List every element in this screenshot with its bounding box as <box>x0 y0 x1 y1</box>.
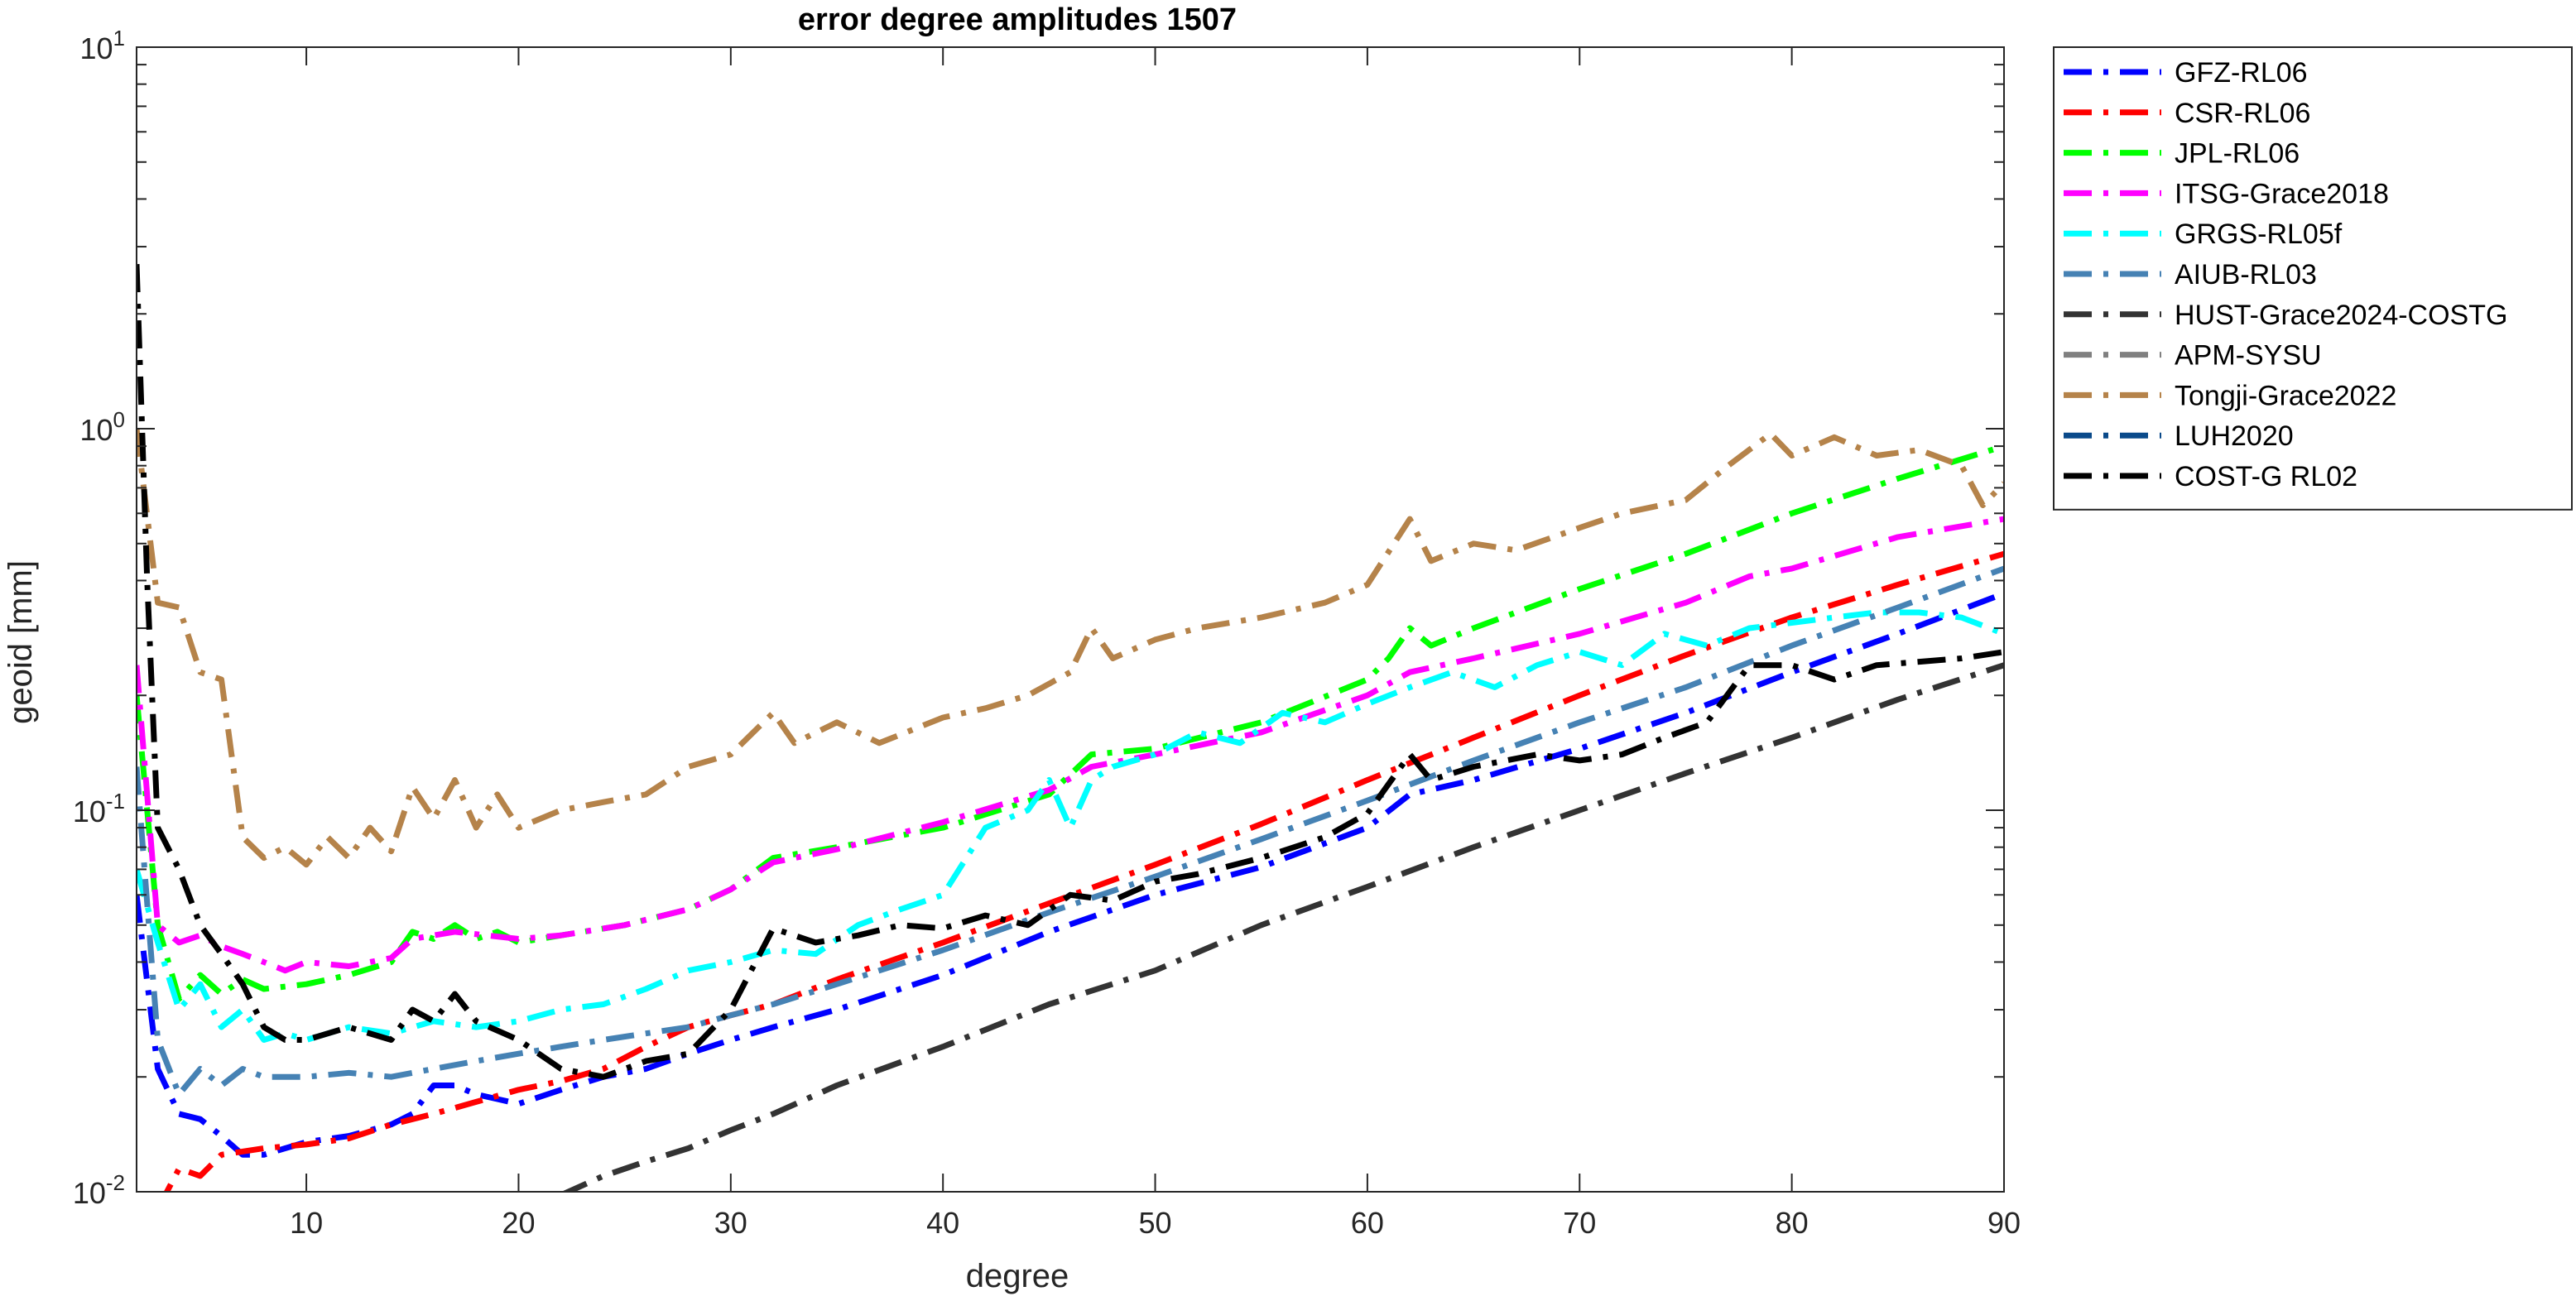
x-axis-label: degree <box>966 1258 1069 1294</box>
series-line-gfz-rl06 <box>137 590 2004 1158</box>
series-layer <box>137 263 2004 1192</box>
x-tick-label: 50 <box>1139 1206 1172 1240</box>
legend-label: CSR-RL06 <box>2175 98 2310 129</box>
legend-label: COST-G RL02 <box>2175 461 2357 492</box>
series-line-hust-grace2024-costg <box>561 662 2004 1192</box>
x-tick-label: 80 <box>1776 1206 1809 1240</box>
y-tick-label: 100 <box>79 407 125 447</box>
y-tick-label: 101 <box>79 26 125 65</box>
legend-label: LUH2020 <box>2175 420 2294 452</box>
x-tick-label: 10 <box>290 1206 323 1240</box>
series-line-itsg-grace2018 <box>137 516 2004 974</box>
x-tick-label: 20 <box>502 1206 535 1240</box>
x-tick-label: 40 <box>926 1206 959 1240</box>
x-tick-label: 90 <box>1987 1206 2021 1240</box>
x-tick-label: 60 <box>1351 1206 1384 1240</box>
legend-label: GFZ-RL06 <box>2175 57 2308 89</box>
legend-label: GRGS-RL05f <box>2175 218 2343 250</box>
legend-label: AIUB-RL03 <box>2175 259 2317 290</box>
legend-label: Tongji-Grace2022 <box>2175 380 2396 411</box>
y-tick-label: 10-2 <box>73 1170 125 1210</box>
chart-title: error degree amplitudes 1507 <box>798 2 1237 37</box>
y-tick-label: 10-1 <box>73 789 125 828</box>
x-tick-label: 70 <box>1563 1206 1596 1240</box>
legend-label: APM-SYSU <box>2175 340 2322 372</box>
y-axis-label: geoid [mm] <box>2 560 39 724</box>
legend-box <box>2053 46 2573 511</box>
series-line-aiub-rl03 <box>137 565 2004 1097</box>
legend-label: ITSG-Grace2018 <box>2175 178 2389 209</box>
legend-label: HUST-Grace2024-COSTG <box>2175 300 2507 331</box>
series-line-tongji-grace2022 <box>137 428 2004 868</box>
x-tick-label: 30 <box>714 1206 747 1240</box>
legend-label: JPL-RL06 <box>2175 138 2300 170</box>
legend: GFZ-RL06 CSR-RL06 JPL-RL06 ITSG-Grace2018 GR… <box>2053 46 2573 511</box>
axes-layer: 10 20 30 40 50 60 70 80 90 10-2 10-1 100 101 <box>73 26 2021 1240</box>
plot-frame <box>136 46 2005 1193</box>
series-line-jpl-rl06 <box>137 443 2004 1002</box>
